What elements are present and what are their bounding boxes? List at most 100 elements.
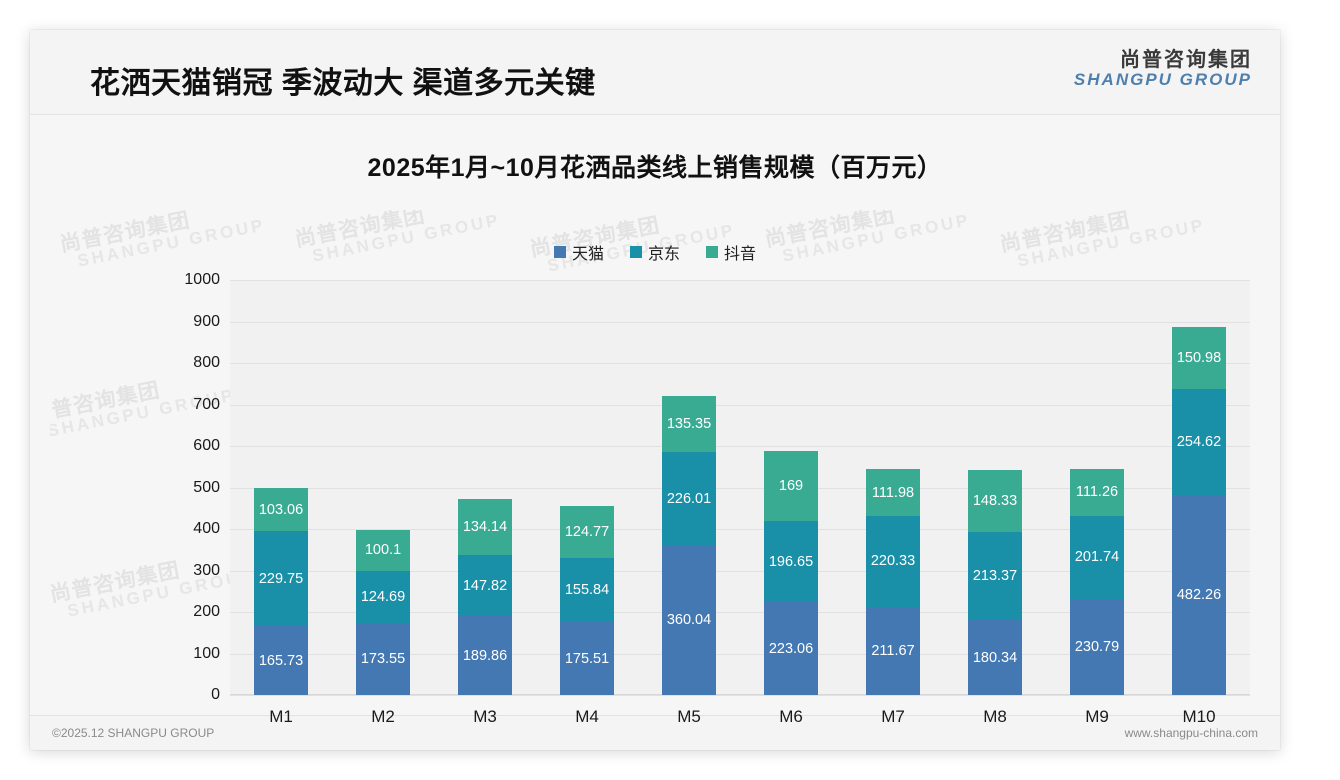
bar-segment-抖音[interactable]: 111.98: [866, 469, 920, 516]
bar-segment-京东[interactable]: 213.37: [968, 531, 1022, 621]
bar-value-label: 213.37: [972, 567, 1018, 584]
bar-value-label: 103.06: [258, 501, 304, 518]
legend-item-天猫[interactable]: 天猫: [553, 240, 604, 264]
x-axis-tick-label: M3: [473, 707, 497, 726]
bar-value-label: 229.75: [258, 570, 304, 587]
bar-segment-京东[interactable]: 196.65: [764, 520, 818, 603]
footer-copyright: ©2025.12 SHANGPU GROUP: [52, 726, 215, 740]
stacked-bar[interactable]: 100.1 124.69 173.55: [356, 529, 410, 695]
gridline: [230, 487, 1250, 489]
y-axis-tick-label: 100: [193, 644, 220, 662]
gridline: [230, 653, 1250, 655]
stacked-bar[interactable]: 169 196.65 223.06: [764, 450, 818, 695]
bar-value-label: 148.33: [972, 492, 1018, 509]
x-axis-tick-label: M5: [677, 707, 701, 726]
bar-segment-京东[interactable]: 124.69: [356, 571, 410, 623]
y-axis-tick-label: 700: [193, 395, 220, 413]
bar-segment-抖音[interactable]: 100.1: [356, 529, 410, 572]
bar-value-label: 135.35: [666, 415, 712, 432]
x-axis-tick-label: M8: [983, 707, 1007, 726]
legend-swatch-icon: [553, 246, 566, 258]
bar-value-label: 111.98: [871, 484, 915, 501]
bar-segment-天猫[interactable]: 230.79: [1070, 599, 1124, 695]
bar-group-M7[interactable]: 111.98 220.33 211.67 M7: [847, 280, 940, 726]
bar-value-label: 223.06: [768, 640, 814, 657]
bar-value-label: 230.79: [1074, 639, 1120, 656]
bar-segment-抖音[interactable]: 169: [764, 450, 818, 521]
legend-label: 抖音: [724, 246, 757, 263]
bar-segment-抖音[interactable]: 148.33: [968, 470, 1022, 532]
y-axis-tick-label: 0: [211, 686, 220, 703]
bar-segment-京东[interactable]: 147.82: [458, 554, 512, 617]
bar-segment-京东[interactable]: 229.75: [254, 530, 308, 627]
bar-segment-抖音[interactable]: 124.77: [560, 505, 614, 558]
bar-segment-抖音[interactable]: 103.06: [254, 488, 308, 531]
bar-value-label: 175.51: [564, 650, 610, 667]
bar-segment-天猫[interactable]: 180.34: [968, 620, 1022, 695]
bar-segment-京东[interactable]: 155.84: [560, 557, 614, 623]
bar-segment-抖音[interactable]: 134.14: [458, 499, 512, 555]
gridline: [230, 446, 1250, 447]
legend-swatch-icon: [629, 246, 642, 258]
bar-value-label: 100.1: [364, 542, 402, 559]
x-axis-tick-label: M9: [1085, 707, 1109, 726]
bar-group-M10[interactable]: 150.98 254.62 482.26 M10: [1153, 280, 1246, 726]
x-axis-tick-label: M2: [371, 707, 395, 726]
bar-segment-天猫[interactable]: 223.06: [764, 602, 818, 695]
y-axis-tick-label: 900: [193, 312, 220, 330]
footer-website[interactable]: www.shangpu-china.com: [1124, 726, 1258, 740]
bar-segment-京东[interactable]: 226.01: [662, 451, 716, 546]
bar-segment-天猫[interactable]: 360.04: [662, 545, 716, 695]
bar-segment-天猫[interactable]: 175.51: [560, 622, 614, 695]
stacked-bar[interactable]: 135.35 226.01 360.04: [662, 395, 716, 695]
logo-chinese-text: 尚普咨询集团: [1120, 49, 1252, 71]
bar-segment-天猫[interactable]: 165.73: [254, 626, 308, 695]
bar-value-label: 173.55: [360, 650, 406, 667]
gridline: [230, 570, 1250, 572]
legend-label: 京东: [647, 246, 680, 263]
bar-segment-京东[interactable]: 201.74: [1070, 515, 1124, 600]
stacked-bar[interactable]: 111.26 201.74 230.79: [1070, 469, 1124, 695]
bar-segment-京东[interactable]: 254.62: [1172, 389, 1226, 495]
stacked-bar[interactable]: 150.98 254.62 482.26: [1172, 326, 1226, 695]
stacked-bar[interactable]: 134.14 147.82 189.86: [458, 499, 512, 695]
bar-group-M5[interactable]: 135.35 226.01 360.04 M5: [643, 280, 736, 726]
bar-value-label: 254.62: [1176, 434, 1222, 451]
bar-group-M9[interactable]: 111.26 201.74 230.79 M9: [1051, 280, 1144, 726]
bar-segment-抖音[interactable]: 135.35: [662, 395, 716, 452]
stacked-bar[interactable]: 124.77 155.84 175.51: [560, 505, 614, 695]
x-axis-line: [230, 694, 1250, 695]
chart-plot-area: 1000 900 800 700 600 500 400 300 200 100 0 103.06 2…: [175, 271, 1250, 726]
legend-item-抖音[interactable]: 抖音: [706, 240, 756, 264]
bar-group-M6[interactable]: 169 196.65 223.06 M6: [745, 280, 838, 726]
legend-item-京东[interactable]: 京东: [629, 240, 680, 264]
bar-segment-抖音[interactable]: 150.98: [1172, 326, 1226, 390]
bar-group-M2[interactable]: 100.1 124.69 173.55 M2: [337, 280, 430, 726]
gridline: [230, 404, 1250, 406]
bar-segment-抖音[interactable]: 111.26: [1070, 469, 1124, 516]
bar-value-label: 124.77: [564, 523, 610, 540]
bar-segment-京东[interactable]: 220.33: [866, 515, 920, 608]
bar-value-label: 155.84: [564, 581, 610, 598]
x-axis-tick-label: M4: [575, 707, 599, 726]
bar-value-label: 180.34: [972, 649, 1018, 666]
bar-series-container: 103.06 229.75 165.73 M1 100.1 124.69 173.55 M2 1…: [230, 280, 1250, 726]
bar-value-label: 211.67: [871, 643, 915, 660]
bar-group-M4[interactable]: 124.77 155.84 175.51 M4: [541, 280, 634, 726]
bar-group-M8[interactable]: 148.33 213.37 180.34 M8: [949, 280, 1042, 726]
y-axis-tick-label: 500: [193, 478, 220, 496]
x-axis-tick-label: M1: [269, 707, 293, 726]
stacked-bar[interactable]: 148.33 213.37 180.34: [968, 470, 1022, 695]
bar-segment-天猫[interactable]: 482.26: [1172, 494, 1226, 695]
bar-segment-天猫[interactable]: 211.67: [866, 607, 920, 695]
bar-segment-天猫[interactable]: 189.86: [458, 616, 512, 695]
stacked-bar[interactable]: 111.98 220.33 211.67: [866, 469, 920, 695]
bar-segment-天猫[interactable]: 173.55: [356, 622, 410, 695]
legend-label: 天猫: [571, 246, 604, 263]
bar-value-label: 189.86: [462, 647, 508, 664]
bar-group-M1[interactable]: 103.06 229.75 165.73 M1: [235, 280, 328, 726]
bar-value-label: 201.74: [1074, 549, 1120, 566]
stacked-bar[interactable]: 103.06 229.75 165.73: [254, 488, 308, 695]
bar-group-M3[interactable]: 134.14 147.82 189.86 M3: [439, 280, 532, 726]
y-axis-tick-label: 800: [193, 354, 220, 371]
